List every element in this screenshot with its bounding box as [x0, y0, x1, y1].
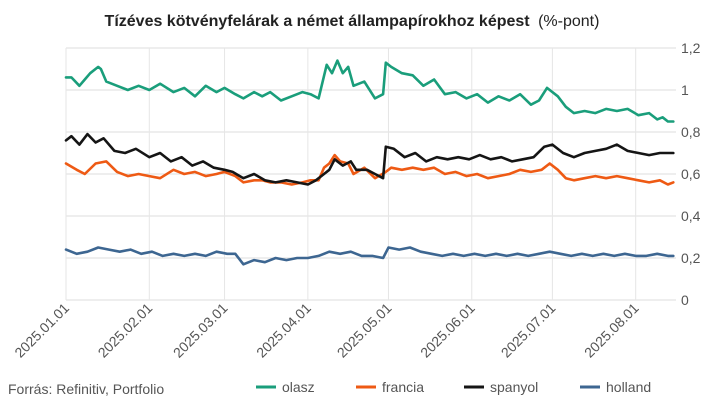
- x-tick-label: 2025.04.01: [253, 300, 314, 361]
- series-line-spanyol: [64, 132, 675, 186]
- x-tick-label: 2025.08.01: [581, 300, 642, 361]
- series-line-olasz: [64, 59, 675, 123]
- series-line-holland: [64, 246, 675, 266]
- y-tick-label: 0,2: [681, 250, 701, 266]
- y-tick-label: 0: [681, 292, 689, 308]
- chart-subtitle: (%-pont): [538, 13, 599, 30]
- x-tick-label: 2025.01.01: [11, 300, 72, 361]
- y-axis-ticks: 0 0,2 0,4 0,6 0,8 1 1,2: [681, 40, 701, 308]
- y-tick-label: 0,8: [681, 124, 701, 140]
- legend: olasz francia spanyol holland: [256, 379, 651, 395]
- y-tick-label: 0,4: [681, 208, 701, 224]
- y-tick-label: 1: [681, 82, 689, 98]
- x-tick-label: 2025.07.01: [498, 300, 559, 361]
- x-tick-label: 2025.03.01: [170, 300, 231, 361]
- x-tick-label: 2025.02.01: [95, 300, 156, 361]
- y-tick-label: 1,2: [681, 40, 701, 56]
- x-axis-ticks: 2025.01.01 2025.02.01 2025.03.01 2025.04.01…: [11, 300, 642, 361]
- y-tick-label: 0,6: [681, 166, 701, 182]
- series-lines: [64, 59, 675, 266]
- chart-title-main: Tízéves kötvényfelárak a német állampapí…: [105, 13, 531, 30]
- legend-label-holland: holland: [606, 379, 651, 395]
- legend-label-francia: francia: [382, 379, 424, 395]
- x-tick-label: 2025.06.01: [417, 300, 478, 361]
- chart-title: Tízéves kötvényfelárak a német állampapí…: [105, 13, 600, 30]
- legend-label-spanyol: spanyol: [490, 379, 538, 395]
- legend-label-olasz: olasz: [282, 379, 315, 395]
- x-tick-label: 2025.05.01: [334, 300, 395, 361]
- source-note: Forrás: Refinitiv, Portfolio: [8, 381, 164, 397]
